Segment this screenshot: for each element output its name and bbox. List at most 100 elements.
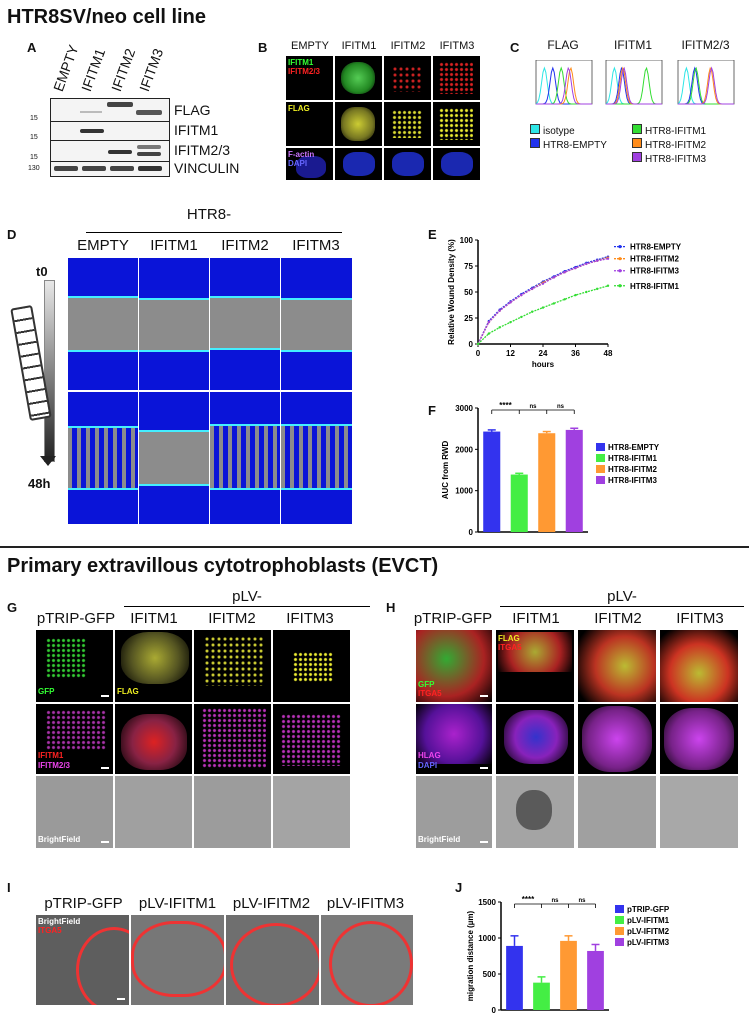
data-point — [530, 287, 534, 291]
mw-15-c: 15 — [30, 154, 38, 161]
g-r1-ifitm1: FLAG — [115, 630, 192, 702]
g-r3-ptrip: BrightField — [36, 776, 113, 848]
y-tick-label: 0 — [492, 1006, 497, 1015]
y-tick-label: 50 — [464, 288, 473, 297]
section1-title: HTR8SV/neo cell line — [7, 6, 206, 28]
d-48h-ifitm1 — [139, 392, 209, 524]
series-line — [477, 258, 609, 345]
y-tick-label: 1500 — [478, 898, 496, 907]
c-legend-ifitm1: HTR8-IFITM1 — [632, 124, 706, 137]
g-col-ifitm2: IFITM2 — [208, 610, 256, 627]
data-point — [541, 306, 545, 309]
b-r1-ifitm1 — [335, 56, 382, 100]
y-axis-label: Relative Wound Density (%) — [447, 239, 456, 345]
d-header: HTR8- — [66, 206, 352, 233]
g-r1-ifitm2 — [194, 630, 271, 702]
h-r1-ifitm1: FLAG ITGA5 — [496, 630, 574, 702]
legend-swatch — [596, 454, 605, 462]
d-timeline: t0 48h — [10, 260, 61, 491]
blot-label-ifitm23: IFITM2/3 — [174, 142, 231, 158]
panel-g-evct-staining: pLV- pTRIP-GFP IFITM1 IFITM2 IFITM3 GFP … — [36, 588, 372, 850]
h-group-label: pLV- — [607, 588, 637, 605]
panel-a-western-blot: EMPTY IFITM1 IFITM2 IFITM3 15 15 15 130 … — [28, 38, 258, 178]
h-r1-ifitm2 — [578, 630, 656, 702]
d-col-ifitm2: IFITM2 — [221, 237, 269, 254]
bar — [533, 982, 550, 1010]
b-r2-empty: FLAG — [286, 102, 333, 146]
bar — [587, 950, 604, 1010]
histogram-curve — [606, 66, 662, 105]
h-col-ifitm2: IFITM2 — [594, 610, 642, 627]
d-col-headers: EMPTY IFITM1 IFITM2 IFITM3 — [68, 237, 352, 257]
y-tick-label: 2000 — [455, 445, 473, 454]
d-wound-grid — [68, 258, 352, 524]
y-tick-label: 3000 — [455, 404, 473, 413]
c-histograms — [535, 60, 735, 105]
bar — [483, 431, 501, 532]
h-r2-ptrip: HLAG DAPI — [416, 704, 492, 774]
b-col-ifitm1: IFITM1 — [341, 40, 377, 52]
series-line — [477, 285, 609, 345]
g-col-ifitm3: IFITM3 — [286, 610, 334, 627]
data-point — [487, 320, 491, 324]
data-point — [530, 310, 534, 313]
data-point — [574, 293, 577, 297]
panel-j-label: J — [455, 880, 463, 895]
blot-label-flag: FLAG — [174, 102, 211, 118]
histogram-frame — [677, 60, 735, 105]
g-r3-ifitm1 — [115, 776, 192, 848]
section2-title: Primary extravillous cytotrophoblasts (E… — [7, 555, 439, 577]
blot-ifitm23 — [50, 140, 170, 162]
legend-label: HTR8-IFITM1 — [608, 454, 657, 463]
b-col-ifitm2: IFITM2 — [390, 40, 426, 52]
d-48h: 48h — [28, 476, 51, 491]
d-col-empty: EMPTY — [77, 237, 129, 254]
c-title-flag: FLAG — [547, 38, 579, 52]
y-tick-label: 0 — [469, 340, 474, 349]
b-col-empty: EMPTY — [291, 40, 329, 52]
data-point — [520, 315, 523, 319]
lane-ifitm3: IFITM3 — [136, 46, 167, 94]
d-col-ifitm3: IFITM3 — [292, 237, 340, 254]
legend-marker — [618, 245, 622, 249]
data-point — [606, 257, 610, 260]
data-point — [552, 276, 556, 279]
x-tick-label: 0 — [476, 349, 481, 358]
c-legend: isotype HTR8-EMPTY HTR8-IFITM1 HTR8-IFIT… — [530, 124, 745, 178]
b-col-ifitm3: IFITM3 — [439, 40, 475, 52]
h-r3-ptrip: BrightField — [416, 776, 492, 848]
legend-marker — [618, 257, 622, 261]
blot-ifitm1 — [50, 121, 170, 141]
legend-label: HTR8-IFITM3 — [630, 267, 679, 276]
h-col-ptrip: pTRIP-GFP — [413, 610, 493, 627]
h-r3-ifitm3 — [660, 776, 738, 848]
legend-marker — [618, 269, 622, 273]
b-r2-ifitm2 — [384, 102, 431, 146]
d-t0-ifitm1 — [139, 258, 209, 390]
panel-a-label: A — [27, 40, 37, 55]
d-t0: t0 — [36, 264, 48, 279]
mw-15-a: 15 — [30, 115, 38, 122]
panel-i-label: I — [7, 880, 11, 895]
series-line — [477, 257, 609, 345]
panel-b-immunofluorescence: EMPTY IFITM1 IFITM2 IFITM3 IFITM1 IFITM2… — [286, 40, 481, 180]
data-point — [509, 320, 512, 324]
g-r3-ifitm2 — [194, 776, 271, 848]
data-point — [595, 287, 599, 291]
data-point — [585, 262, 588, 266]
timeline-arrow — [44, 280, 55, 462]
b-r1-empty: IFITM1 IFITM2/3 — [286, 56, 333, 100]
i-img-ifitm3 — [321, 915, 413, 1005]
b-r3-empty: F-actin DAPI — [286, 148, 333, 180]
data-point — [574, 266, 577, 270]
g-r1-ifitm3 — [273, 630, 350, 702]
legend-label: pLV-IFITM2 — [627, 927, 670, 936]
mw-15-b: 15 — [30, 134, 38, 141]
y-tick-label: 25 — [464, 314, 473, 323]
h-r1-ptrip: GFP ITGA5 — [416, 630, 492, 702]
panel-h-label: H — [386, 600, 396, 615]
b-r3-ifitm3 — [433, 148, 480, 180]
x-axis-label: hours — [532, 360, 555, 369]
g-r2-ifitm3 — [273, 704, 350, 774]
panel-i-migration-images: pTRIP-GFP pLV-IFITM1 pLV-IFITM2 pLV-IFIT… — [36, 895, 413, 1005]
